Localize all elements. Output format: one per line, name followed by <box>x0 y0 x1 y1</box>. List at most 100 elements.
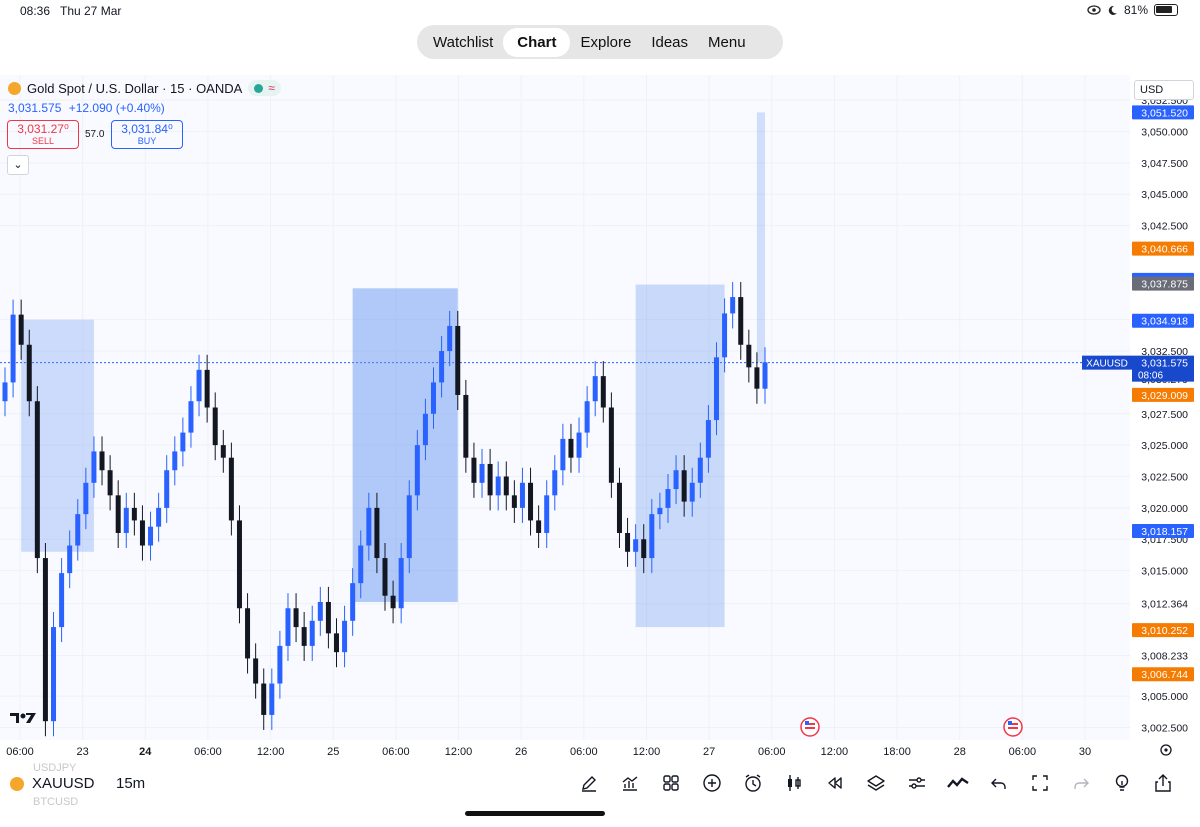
tab-menu[interactable]: Menu <box>708 33 746 51</box>
redo-icon[interactable] <box>1060 770 1101 796</box>
candle-body <box>705 420 711 458</box>
share-icon[interactable] <box>1142 770 1183 796</box>
candle-body <box>317 601 323 621</box>
trend-icon[interactable] <box>937 770 978 796</box>
price-chart[interactable]: 3,052.5003,050.0003,047.5003,045.0003,04… <box>0 75 1200 762</box>
y-tick-label: 3,045.000 <box>1141 189 1188 201</box>
flag-stripe <box>805 727 815 729</box>
templates-grid-icon[interactable] <box>650 770 691 796</box>
tab-chart[interactable]: Chart <box>503 27 571 57</box>
currency-select[interactable]: USD <box>1134 80 1194 100</box>
price-badge-label: 3,010.252 <box>1141 625 1188 637</box>
y-tick-label: 3,050.000 <box>1141 126 1188 138</box>
candle-body <box>123 507 129 533</box>
candle-body <box>188 401 194 433</box>
alert-clock-icon[interactable] <box>732 770 773 796</box>
last-price: 3,031.575 <box>8 101 62 115</box>
candle-body <box>34 401 40 559</box>
candle-body <box>212 407 218 446</box>
symbol-title[interactable]: Gold Spot / U.S. Dollar · 15 · OANDA <box>27 80 243 96</box>
timeframe-selector[interactable]: 15m <box>116 775 146 792</box>
candle-body <box>431 382 437 414</box>
price-badge-label: 3,006.744 <box>1141 669 1188 681</box>
x-tick-label: 06:00 <box>194 746 222 758</box>
y-tick-label: 3,025.000 <box>1141 440 1188 452</box>
us-flag-icon[interactable] <box>800 717 820 737</box>
candle-body <box>18 314 24 345</box>
undo-icon[interactable] <box>978 770 1019 796</box>
x-tick-label: 18:00 <box>883 746 911 758</box>
candle-body <box>398 558 404 609</box>
current-symbol-badge <box>1082 355 1132 370</box>
x-tick-label: 06:00 <box>382 746 410 758</box>
price-badge-label: 3,040.666 <box>1141 244 1188 256</box>
candle-body <box>600 376 606 408</box>
candle-body <box>277 645 283 684</box>
buy-price: 3,031.84⁰ <box>121 122 173 136</box>
tab-explore[interactable]: Explore <box>580 33 632 51</box>
replay-icon[interactable] <box>814 770 855 796</box>
candle-body <box>641 539 647 559</box>
tab-ideas[interactable]: Ideas <box>651 33 689 51</box>
indicators-icon[interactable] <box>609 770 650 796</box>
buy-button[interactable]: 3,031.84⁰ BUY <box>111 120 183 149</box>
candle-body <box>366 507 372 546</box>
add-circle-icon[interactable] <box>691 770 732 796</box>
x-tick-label: 06:00 <box>570 746 598 758</box>
candle-body <box>10 314 16 383</box>
tab-watchlist[interactable]: Watchlist <box>433 33 494 51</box>
gold-coin-icon <box>8 81 21 95</box>
sell-button[interactable]: 3,031.27⁰ SELL <box>7 120 79 149</box>
y-tick-label: 3,008.233 <box>1141 651 1188 663</box>
layers-icon[interactable] <box>855 770 896 796</box>
settings-sliders-icon[interactable] <box>896 770 937 796</box>
candle-body <box>51 627 57 722</box>
axis-settings-icon[interactable] <box>1160 744 1172 756</box>
candle-body <box>552 470 558 496</box>
candle-body <box>681 470 687 502</box>
y-tick-label: 3,002.500 <box>1141 722 1188 734</box>
candle-body <box>439 351 445 383</box>
candle-body <box>511 495 517 508</box>
candle-body <box>657 507 663 515</box>
idea-bulb-icon[interactable] <box>1101 770 1142 796</box>
us-flag-icon[interactable] <box>1003 717 1023 737</box>
candle-body <box>236 520 242 609</box>
candle-body <box>180 432 186 452</box>
candle-body <box>536 520 542 533</box>
y-tick-label: 3,015.000 <box>1141 566 1188 578</box>
status-time: 08:36 <box>20 4 51 18</box>
candle-body <box>358 545 364 584</box>
chart-area[interactable]: 3,052.500 3,050.000 3,047.500 3,045.000 3,04… <box>0 75 1200 762</box>
price-badge <box>1132 623 1194 638</box>
spread-value: 57.0 <box>85 129 105 140</box>
candle-body <box>342 620 348 653</box>
candles-icon[interactable] <box>773 770 814 796</box>
x-tick-label: 30 <box>1079 746 1091 758</box>
candle-body <box>447 325 453 352</box>
y-tick-label: 3,027.500 <box>1141 409 1188 421</box>
candle-body <box>245 608 251 659</box>
symbol-selector[interactable]: XAUUSD <box>10 775 95 792</box>
price-badge-label: 3,034.918 <box>1141 316 1188 328</box>
candle-body <box>196 369 202 402</box>
collapse-legend-button[interactable]: ⌄ <box>7 155 29 175</box>
market-status-pill[interactable]: ≈ <box>248 80 281 96</box>
candle-body <box>253 658 259 684</box>
countdown-label: 08:06 <box>1138 371 1163 382</box>
buy-label: BUY <box>137 136 157 146</box>
x-tick-label: 12:00 <box>257 746 285 758</box>
fullscreen-icon[interactable] <box>1019 770 1060 796</box>
flag-stripe <box>1008 727 1018 729</box>
candle-body <box>293 608 299 628</box>
ghost-symbol-below: BTCUSD <box>33 796 79 808</box>
candle-body <box>2 382 8 402</box>
candle-body <box>762 362 768 389</box>
main-nav: Watchlist Chart Explore Ideas Menu <box>417 25 783 59</box>
candle-body <box>471 457 477 483</box>
candle-body <box>204 369 210 408</box>
price-badge <box>1132 667 1194 682</box>
candle-body <box>584 401 590 433</box>
draw-pen-icon[interactable] <box>568 770 609 796</box>
candle-body <box>544 495 550 533</box>
